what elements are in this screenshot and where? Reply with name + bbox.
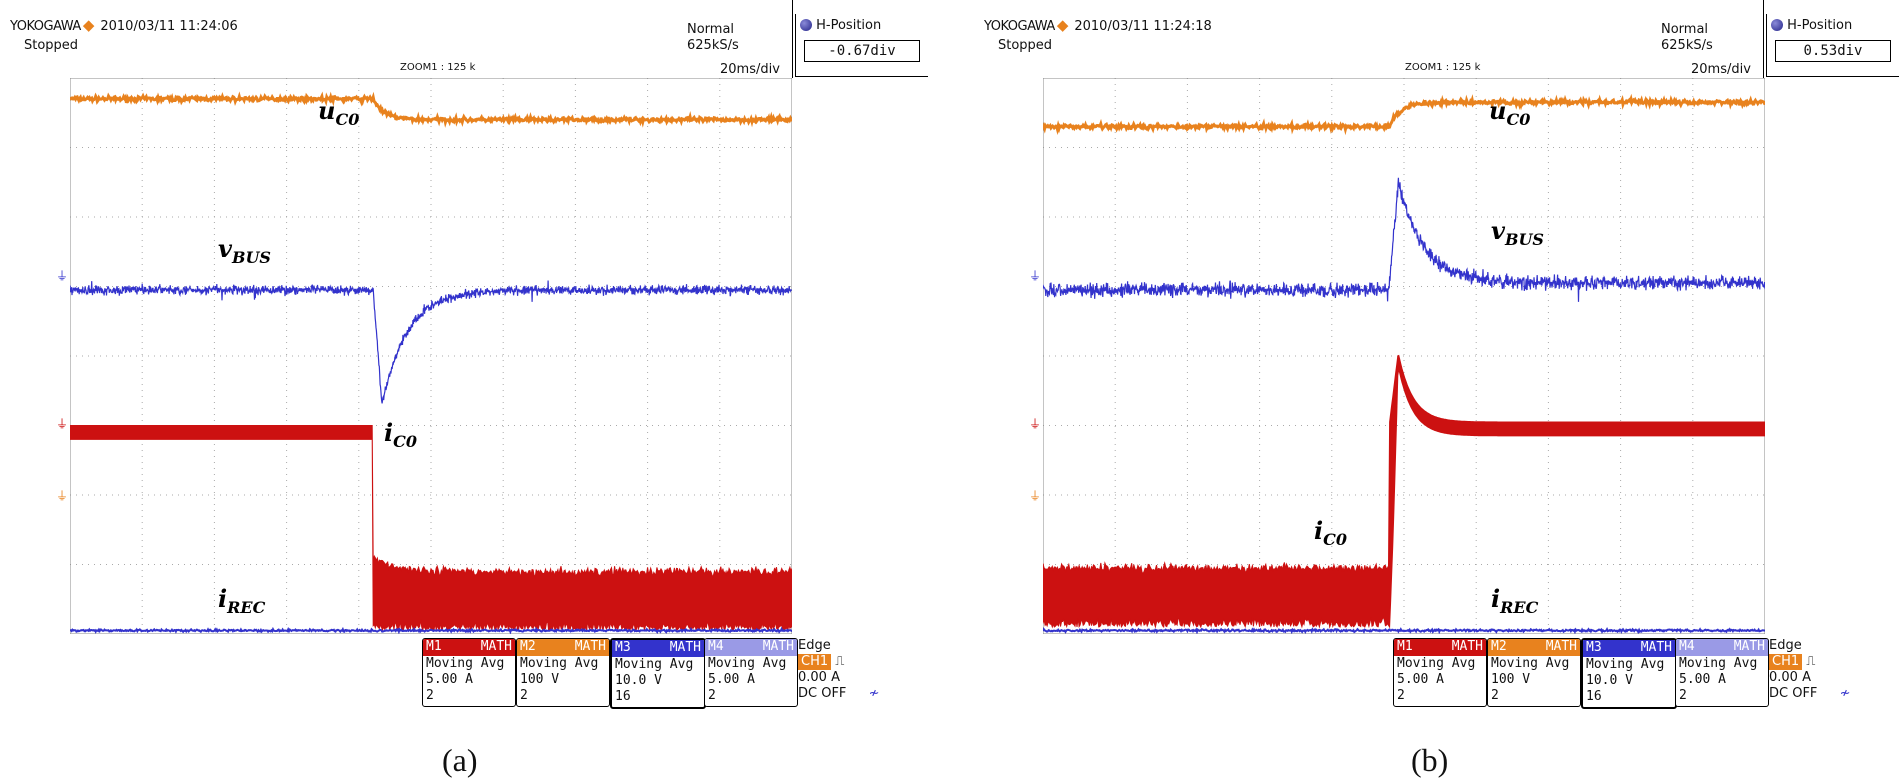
hpos-box[interactable]: H-Position 0.53div [1766,14,1899,77]
sample-rate: 625kS/s [687,38,739,53]
label-irec: iREC [218,584,266,617]
status-text: Stopped [24,38,79,53]
ground-marker-m1: ⏚ [56,417,69,431]
noise-filter-icon: ≁ [868,686,880,701]
knob-icon [1771,19,1783,31]
channel-box-m3[interactable]: M3 MATH Moving Avg 10.0 V 16 [610,638,706,709]
zoom-text: ZOOM1 : 125 k [1405,62,1481,73]
trace-ic0 [70,425,792,633]
trigger-source: CH1 [798,654,832,670]
trace-irec [70,626,792,634]
brand-diamond-icon: ◆ [82,16,95,34]
sample-rate: 625kS/s [1661,38,1713,53]
label-vbus: vBUS [1491,216,1544,249]
hpos-title-row: H-Position [800,18,881,33]
caption-b: (b) [1411,742,1449,778]
trace-vbus [1043,177,1765,302]
grid [1043,78,1765,634]
label-irec: iREC [1491,584,1539,617]
caption-a: (a) [442,742,478,778]
scope-screen-b [1043,78,1765,634]
brand-name: YOKOGAWA [10,19,81,34]
label-ic0: iC0 [384,418,417,451]
trigger-info: Edge CH1 ⎍ 0.00 A DC OFF ≁ [1769,638,1851,701]
knob-icon [800,19,812,31]
ground-marker-m2: ⏚ [1029,489,1042,503]
ground-marker-m2: ⏚ [56,489,69,503]
datetime: 2010/03/11 11:24:18 [1074,19,1212,34]
ground-marker-m3: ⏚ [1029,269,1042,283]
hpos-value[interactable]: -0.67div [804,40,920,62]
trigger-info: Edge CH1 ⎍ 0.00 A DC OFF ≁ [798,638,880,701]
rising-edge-icon: ⎍ [835,654,845,669]
channel-box-m3[interactable]: M3 MATH Moving Avg 10.0 V 16 [1581,638,1677,709]
brand-row: YOKOGAWA ◆ 2010/03/11 11:24:18 [984,16,1212,35]
trace-uc0 [70,91,792,128]
brand-row: YOKOGAWA ◆ 2010/03/11 11:24:06 [10,16,238,35]
brand-diamond-icon: ◆ [1056,16,1069,34]
label-ic0: iC0 [1314,516,1347,549]
hpos-box[interactable]: H-Position -0.67div [795,14,928,77]
brand-name: YOKOGAWA [984,19,1055,34]
trigger-mode: Normal [1661,22,1709,37]
datetime: 2010/03/11 11:24:06 [100,19,238,34]
grid [70,78,792,634]
trigger-source: CH1 [1769,654,1803,670]
noise-filter-icon: ≁ [1839,686,1851,701]
hpos-title: H-Position [1787,18,1853,33]
hpos-title-row: H-Position [1771,18,1852,33]
scope-panel-b: YOKOGAWA ◆ 2010/03/11 11:24:18 Stopped Nor… [971,0,1902,780]
label-vbus: vBUS [218,234,271,267]
header-divider [792,0,793,78]
trace-vbus [70,280,792,404]
label-uc0: uC0 [1489,96,1531,129]
rising-edge-icon: ⎍ [1806,654,1816,669]
scope-panel-a: YOKOGAWA ◆ 2010/03/11 11:24:06 Stopped Nor… [10,0,928,778]
timebase: 20ms/div [1691,62,1751,77]
scope-screen-a [70,78,792,634]
hpos-title: H-Position [816,18,882,33]
trace-ic0 [1043,354,1765,629]
ground-marker-m1: ⏚ [1029,417,1042,431]
trace-uc0 [1043,93,1765,136]
header-divider [1763,0,1764,78]
status-text: Stopped [998,38,1053,53]
ground-marker-m3: ⏚ [56,269,69,283]
label-uc0: uC0 [318,96,360,129]
zoom-text: ZOOM1 : 125 k [400,62,476,73]
hpos-value[interactable]: 0.53div [1775,40,1891,62]
trigger-mode: Normal [687,22,735,37]
trace-irec [1043,626,1765,634]
timebase: 20ms/div [720,62,780,77]
